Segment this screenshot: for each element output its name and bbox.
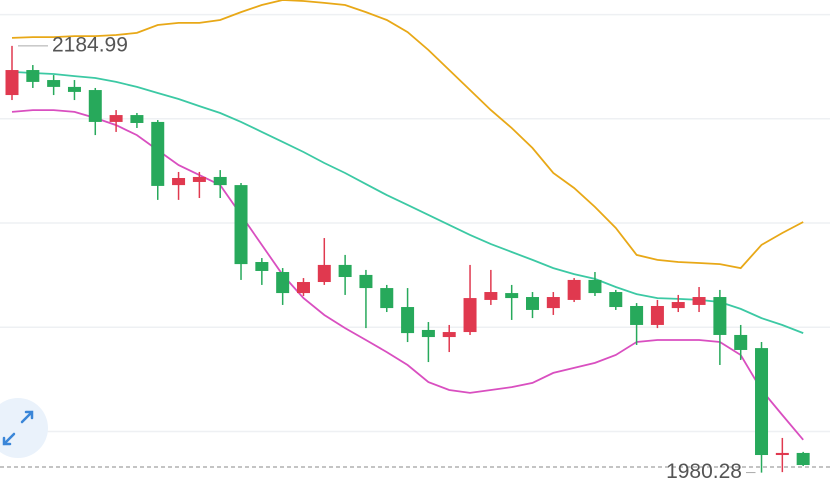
candle-body — [692, 297, 706, 305]
candle-body — [630, 305, 644, 325]
candle-body — [588, 279, 602, 294]
candle-body — [151, 121, 165, 186]
band-line — [11, 71, 804, 334]
candle-body — [255, 262, 269, 271]
candle-body — [317, 264, 331, 283]
candle-body — [609, 292, 623, 308]
candle-body — [546, 297, 560, 309]
candle-body — [650, 305, 664, 325]
min-marker-label: 1980.28 — [666, 460, 742, 483]
candle-body — [5, 70, 19, 96]
candle-body — [172, 178, 186, 186]
candle-body — [234, 185, 248, 265]
candle-body — [88, 90, 102, 122]
candle-body — [192, 176, 206, 182]
candle-body — [338, 264, 352, 278]
expand-button[interactable] — [0, 398, 48, 458]
candle-body — [796, 452, 810, 466]
candle-body — [67, 86, 81, 92]
band-line — [11, 0, 804, 270]
expand-icon[interactable] — [2, 410, 34, 446]
candle-body — [755, 348, 769, 456]
candle-body — [775, 452, 789, 456]
candle-body — [421, 329, 435, 338]
candle-body — [734, 334, 748, 350]
candle-body — [401, 307, 415, 334]
candle-body — [484, 292, 498, 300]
candle-body — [713, 297, 727, 335]
candle-body — [505, 293, 519, 299]
max-marker-label: 2184.99 — [52, 33, 128, 56]
candle-body — [26, 70, 40, 82]
candle-body — [276, 272, 290, 294]
candle-body — [130, 115, 144, 123]
candle-body — [109, 115, 123, 122]
band-line — [11, 109, 804, 441]
candle-body — [47, 80, 61, 87]
candle-body — [380, 288, 394, 309]
candle-body — [296, 282, 310, 294]
candle-body — [671, 302, 685, 309]
expand-button-bg[interactable] — [0, 398, 48, 458]
candle-body — [526, 297, 539, 310]
candle-body — [567, 279, 581, 300]
candle-body — [213, 176, 227, 186]
candle-body — [463, 298, 477, 333]
candle-body — [442, 332, 456, 338]
candle-body — [359, 274, 373, 289]
